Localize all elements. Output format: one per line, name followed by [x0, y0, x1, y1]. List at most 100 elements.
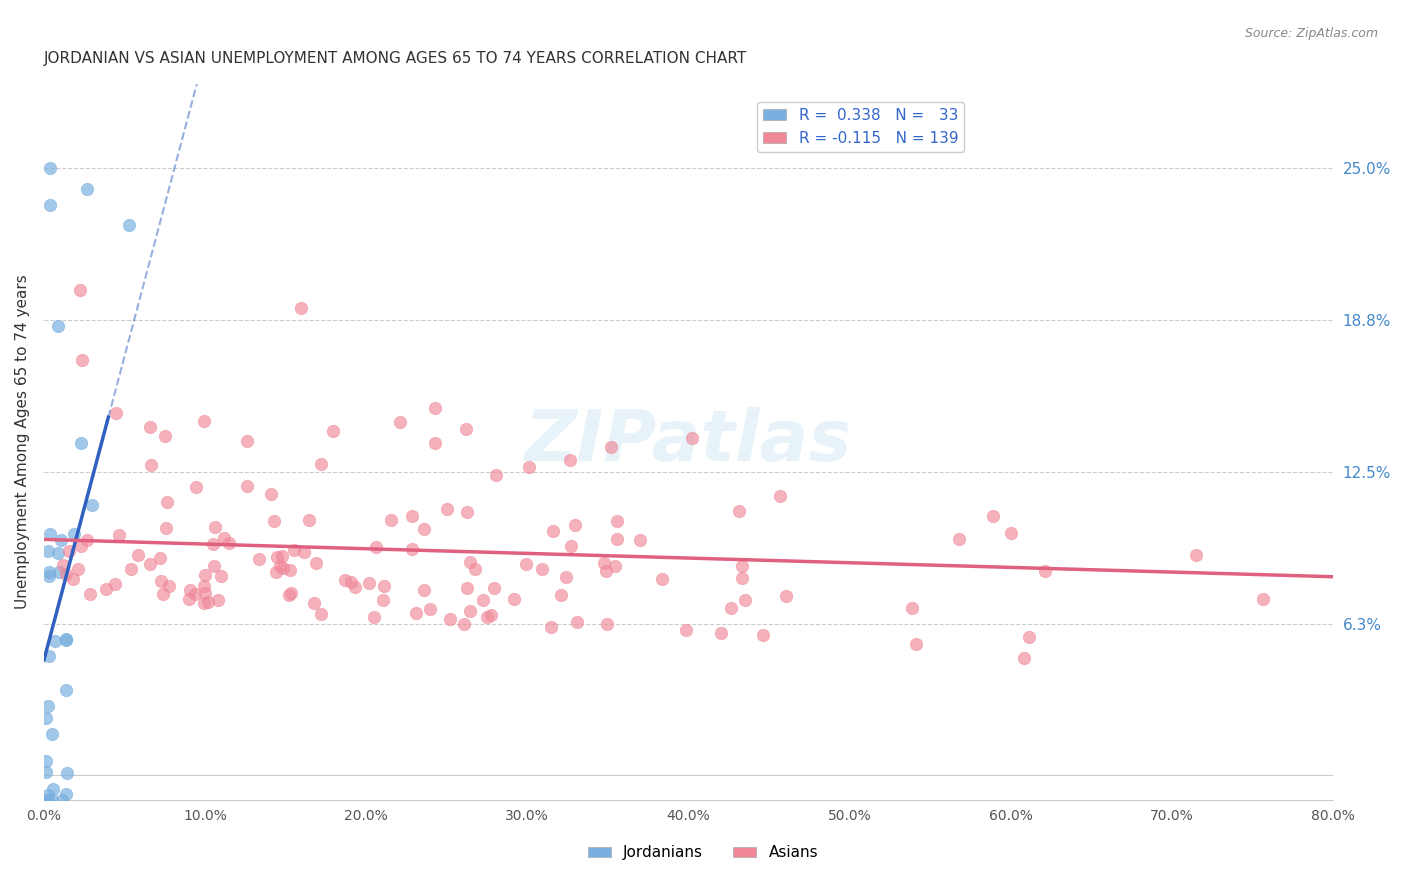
- Point: [55, 787, 77, 801]
- Point: [728, 504, 751, 518]
- Point: [456, 505, 478, 519]
- Point: [292, 545, 315, 559]
- Point: [152, 587, 174, 601]
- Point: [249, 551, 271, 566]
- Point: [39, 161, 62, 176]
- Point: [37, 793, 59, 807]
- Point: [710, 626, 733, 640]
- Point: [423, 401, 446, 416]
- Point: [76, 533, 98, 547]
- Point: [600, 440, 623, 454]
- Point: [734, 592, 756, 607]
- Point: [139, 420, 162, 434]
- Point: [775, 589, 797, 603]
- Point: [82, 498, 104, 512]
- Point: [41, 782, 63, 797]
- Point: [769, 489, 792, 503]
- Point: [34, 793, 56, 807]
- Point: [482, 581, 505, 595]
- Point: [1033, 565, 1056, 579]
- Point: [193, 414, 215, 428]
- Point: [731, 571, 754, 585]
- Point: [34, 754, 56, 768]
- Point: [456, 422, 478, 436]
- Point: [72, 352, 94, 367]
- Point: [413, 522, 436, 536]
- Point: [264, 565, 287, 579]
- Point: [67, 562, 90, 576]
- Point: [38, 649, 60, 664]
- Point: [1018, 630, 1040, 644]
- Point: [51, 793, 73, 807]
- Point: [412, 582, 434, 597]
- Point: [271, 560, 294, 574]
- Point: [44, 634, 66, 648]
- Point: [423, 436, 446, 450]
- Point: [278, 588, 301, 602]
- Point: [236, 434, 259, 449]
- Point: [464, 562, 486, 576]
- Point: [555, 569, 578, 583]
- Point: [269, 559, 291, 574]
- Point: [139, 458, 162, 472]
- Point: [439, 612, 461, 626]
- Point: [458, 555, 481, 569]
- Point: [153, 429, 176, 443]
- Point: [202, 559, 225, 574]
- Point: [62, 527, 84, 541]
- Point: [41, 727, 63, 741]
- Point: [1251, 592, 1274, 607]
- Point: [731, 559, 754, 574]
- Point: [530, 562, 553, 576]
- Point: [194, 568, 217, 582]
- Point: [194, 586, 217, 600]
- Point: [37, 543, 59, 558]
- Point: [207, 593, 229, 607]
- Point: [458, 604, 481, 618]
- Point: [419, 602, 441, 616]
- Point: [322, 425, 344, 439]
- Point: [305, 556, 328, 570]
- Legend: Jordanians, Asians: Jordanians, Asians: [582, 839, 824, 866]
- Point: [107, 528, 129, 542]
- Point: [52, 558, 75, 573]
- Point: [121, 562, 143, 576]
- Point: [271, 549, 294, 563]
- Point: [904, 637, 927, 651]
- Point: [70, 436, 93, 450]
- Point: [515, 557, 537, 571]
- Point: [260, 487, 283, 501]
- Point: [202, 537, 225, 551]
- Point: [212, 531, 235, 545]
- Point: [675, 623, 697, 637]
- Point: [357, 575, 380, 590]
- Text: JORDANIAN VS ASIAN UNEMPLOYMENT AMONG AGES 65 TO 74 YEARS CORRELATION CHART: JORDANIAN VS ASIAN UNEMPLOYMENT AMONG AG…: [44, 51, 747, 66]
- Point: [752, 627, 775, 641]
- Point: [485, 467, 508, 482]
- Point: [540, 619, 562, 633]
- Point: [76, 182, 98, 196]
- Point: [290, 301, 312, 315]
- Point: [193, 596, 215, 610]
- Point: [236, 479, 259, 493]
- Point: [363, 610, 385, 624]
- Point: [1184, 548, 1206, 562]
- Point: [304, 596, 326, 610]
- Point: [1000, 526, 1022, 541]
- Point: [184, 587, 207, 601]
- Point: [456, 581, 478, 595]
- Point: [55, 682, 77, 697]
- Point: [401, 509, 423, 524]
- Point: [69, 539, 91, 553]
- Point: [311, 458, 333, 472]
- Point: [46, 546, 69, 560]
- Point: [475, 610, 498, 624]
- Point: [560, 539, 582, 553]
- Point: [209, 568, 232, 582]
- Point: [1012, 650, 1035, 665]
- Point: [263, 514, 285, 528]
- Text: Source: ZipAtlas.com: Source: ZipAtlas.com: [1244, 27, 1378, 40]
- Point: [593, 556, 616, 570]
- Point: [558, 453, 581, 467]
- Point: [55, 632, 77, 647]
